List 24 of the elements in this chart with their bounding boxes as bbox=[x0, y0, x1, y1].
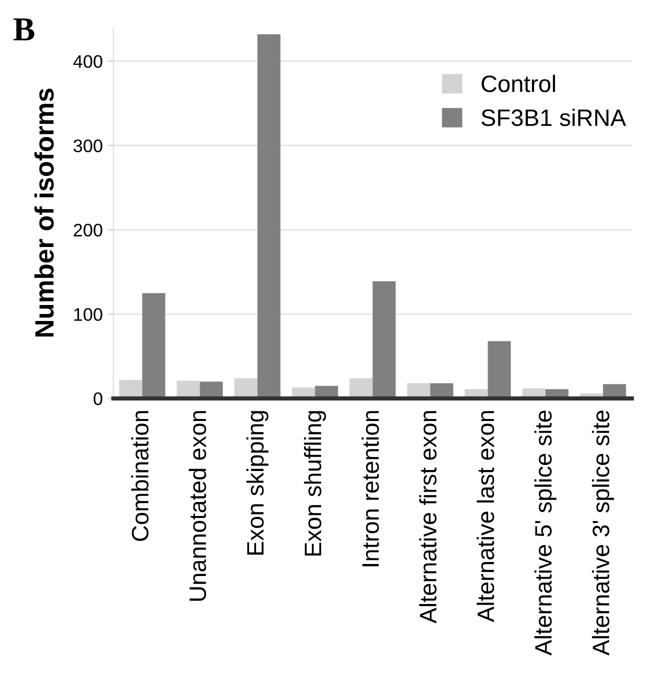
x-tick-label: Exon shuffling bbox=[304, 411, 326, 556]
x-tick-label: Combination bbox=[131, 411, 149, 541]
y-tick-label: 0 bbox=[94, 392, 102, 406]
bar bbox=[257, 34, 280, 398]
y-tick-label: 200 bbox=[74, 224, 102, 237]
chart-title: B bbox=[14, 18, 34, 40]
x-tick-label: Alternative 3' splice site bbox=[592, 410, 614, 656]
x-tick-label: Intron retention bbox=[362, 411, 379, 566]
legend-label: SF3B1 siRNA bbox=[482, 108, 626, 126]
bar bbox=[488, 341, 511, 398]
y-tick-label: 100 bbox=[74, 308, 102, 321]
x-tick-label: Alternative last exon bbox=[476, 411, 494, 622]
x-tick-label: Unannotated exon bbox=[188, 411, 206, 601]
y-tick-label: 300 bbox=[74, 139, 102, 152]
bar bbox=[142, 293, 166, 398]
y-axis-title: Number of isoforms bbox=[34, 88, 54, 337]
bar bbox=[234, 378, 258, 398]
x-tick-label: Alternative first exon bbox=[419, 411, 437, 624]
y-tick-label: 400 bbox=[73, 55, 102, 68]
bar bbox=[372, 281, 396, 398]
x-tick-label: Alternative 5' splice site bbox=[534, 410, 556, 656]
bar bbox=[350, 378, 373, 398]
x-tick-label: Exon skipping bbox=[246, 411, 268, 555]
legend-label: Control bbox=[482, 74, 555, 92]
